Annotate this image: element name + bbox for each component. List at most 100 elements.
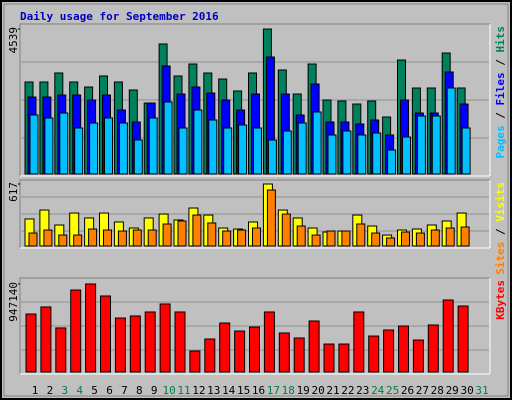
bar [58,234,68,247]
bar [222,230,232,247]
bar [398,325,409,373]
x-tick-label: 17 [267,384,280,397]
bar [204,338,216,373]
x-tick-label: 1 [32,384,39,397]
y-tick-label: 617 [7,182,20,202]
bar [44,117,54,175]
bar [342,130,352,175]
x-tick-label: 31 [475,384,488,397]
x-tick-label: 25 [386,384,399,397]
x-tick-label: 8 [136,384,143,397]
bar [148,117,158,175]
bar [189,350,201,373]
bar [357,134,367,175]
bar [89,122,99,175]
bar [430,229,440,247]
bar [353,311,365,373]
bar [297,122,307,175]
chart-title: Daily usage for September 2016 [20,10,219,23]
x-tick-label: 15 [237,384,250,397]
bar [327,134,337,175]
bar [192,214,202,247]
x-tick-label: 7 [121,384,128,397]
x-tick-label: 22 [341,384,354,397]
bar [74,127,84,175]
bar [100,295,111,373]
bar [431,115,441,175]
bar [88,228,98,247]
x-tick-label: 19 [297,384,310,397]
x-tick-label: 14 [222,384,236,397]
x-tick-label: 24 [371,384,385,397]
inner-border [3,3,509,397]
bar [144,311,156,373]
legend: KBytes [494,280,507,320]
bar [59,112,69,175]
bar [117,230,127,247]
bar [338,343,350,373]
bar [282,130,292,175]
bar [412,339,424,373]
bar [73,234,83,247]
bar [147,229,157,247]
legend: Sites / Visits [494,182,507,275]
bar [237,229,247,247]
bar [326,230,336,247]
bar [372,132,382,175]
legend-entry: KBytes [494,280,507,320]
x-tick-label: 30 [460,384,473,397]
bar [371,232,381,247]
bar [341,230,351,247]
bar [263,311,275,373]
x-tick-label: 18 [282,384,295,397]
legend: Pages / Files / Hits [494,26,507,159]
bar [85,283,97,373]
bar [461,127,471,175]
legend-entry: Hits [494,26,507,53]
legend-entry: Pages [494,125,507,158]
y-tick-label: 4539 [7,27,20,54]
bar [253,127,262,175]
bar [368,335,380,373]
bar [281,213,291,247]
legend-entry: Sites [494,242,507,275]
bar [133,139,143,175]
x-tick-label: 26 [401,384,414,397]
x-tick-label: 10 [162,384,175,397]
x-tick-label: 29 [446,384,459,397]
bar [416,115,426,175]
y-tick-label: 947140 [7,282,20,322]
bar [118,122,128,175]
bar [219,322,231,373]
bar [387,149,397,175]
bar [114,317,126,373]
x-tick-label: 11 [177,384,190,397]
bar [162,223,172,247]
x-tick-label: 13 [207,384,220,397]
x-tick-label: 6 [106,384,113,397]
x-tick-label: 21 [326,384,339,397]
bar [442,299,454,373]
bar [234,330,246,373]
bar [356,223,366,247]
x-tick-label: 16 [252,384,265,397]
bar [129,315,141,373]
bar [323,343,335,373]
x-tick-label: 9 [151,384,158,397]
bar [25,313,37,373]
legend-separator: / [494,222,507,242]
bar [163,101,173,175]
legend-entry: Visits [494,182,507,222]
x-tick-label: 20 [311,384,324,397]
bar [401,231,410,247]
x-tick-label: 4 [76,384,83,397]
bar [267,139,277,175]
bar [103,229,112,247]
bar [308,320,320,373]
x-tick-label: 23 [356,384,369,397]
x-tick-label: 3 [61,384,68,397]
bar [55,327,67,373]
bar [178,127,188,175]
x-tick-label: 2 [47,384,54,397]
